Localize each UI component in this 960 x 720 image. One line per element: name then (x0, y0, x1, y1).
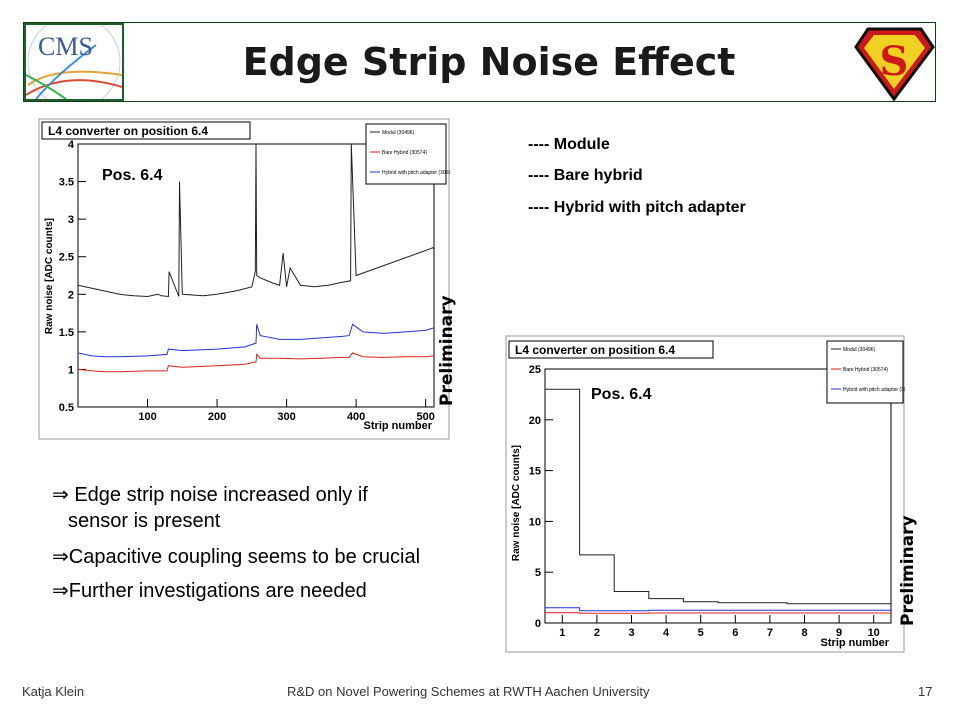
x-tick-label: 10 (868, 627, 880, 639)
x-tick-label: 500 (416, 411, 434, 423)
implies-arrow-icon: ⇒ (52, 544, 69, 568)
implies-arrow-icon: ⇒ (52, 578, 69, 602)
legend-entry-1: Bare Hybrid (30574) (843, 367, 888, 373)
y-tick-label: 4 (68, 139, 75, 151)
legend-entry-0: Modul (30496) (843, 347, 876, 353)
title-box: Edge Strip Noise Effect (124, 23, 854, 101)
preliminary-label-1: Preliminary (437, 295, 457, 406)
series-line-1 (77, 323, 434, 358)
cms-logo: CMS (26, 25, 122, 99)
x-tick-label: 7 (767, 627, 773, 639)
legend-entry-1: Bare Hybrid (30574) (382, 150, 427, 156)
chart-title: L4 converter on position 6.4 (48, 124, 208, 138)
x-axis-label: Strip number (821, 637, 890, 649)
y-tick-label: 20 (529, 415, 541, 427)
cms-logo-text: CMS (38, 32, 93, 61)
y-axis-label: Raw noise [ADC counts] (44, 218, 55, 334)
legend-pitch-adapter: ---- Hybrid with pitch adapter (528, 199, 746, 216)
series-line-0 (77, 143, 435, 298)
y-tick-label: 2.5 (59, 252, 74, 264)
x-tick-label: 200 (208, 411, 226, 423)
preliminary-label-2: Preliminary (898, 515, 918, 626)
superman-letter: S (880, 38, 909, 85)
chart-legend-box (826, 340, 904, 404)
plot-frame (544, 368, 892, 624)
x-tick-label: 100 (138, 411, 156, 423)
footer-page-number: 17 (918, 684, 933, 699)
y-tick-label: 15 (529, 466, 541, 478)
bullet-1-line-1: Edge strip noise increased only if (74, 484, 368, 506)
y-tick-label: 0.5 (59, 402, 74, 414)
y-tick-label: 2 (68, 289, 74, 301)
legend-entry-2: Hybrid with pitch adapter (30581) (843, 387, 905, 393)
bullet-2-text: Capacitive coupling seems to be crucial (68, 546, 421, 568)
y-tick-label: 1.5 (59, 327, 74, 339)
chart-title: L4 converter on position 6.4 (515, 343, 675, 357)
x-tick-label: 9 (836, 627, 842, 639)
cms-logo-graphic: CMS (26, 25, 122, 99)
implies-arrow-icon: ⇒ (52, 482, 69, 506)
legend-bare-hybrid: ---- Bare hybrid (528, 167, 643, 184)
header-bar: CMS Edge Strip Noise Effect S (23, 22, 936, 102)
x-tick-label: 1 (559, 627, 565, 639)
slide-title: Edge Strip Noise Effect (242, 40, 736, 84)
bullet-1-line-2: sensor is present (68, 510, 221, 532)
y-tick-label: 3.5 (59, 177, 74, 189)
bullet-3: ⇒Further investigations are needed (52, 578, 367, 603)
superman-logo: S (854, 23, 935, 102)
x-tick-label: 4 (663, 627, 670, 639)
y-tick-label: 1 (68, 364, 74, 376)
y-tick-label: 5 (535, 567, 541, 579)
x-tick-label: 400 (347, 411, 365, 423)
pos-annotation: Pos. 6.4 (102, 167, 163, 184)
x-tick-label: 6 (732, 627, 738, 639)
legend-entry-2: Hybrid with pitch adapter (30581) (382, 170, 450, 176)
footer-author: Katja Klein (22, 684, 85, 699)
chart-strip-noise-edge: 0 5 10 15 20 25 1 2 3 4 5 6 7 8 9 10 Strip number Raw noi… (505, 335, 917, 653)
y-tick-label: 3 (68, 214, 74, 226)
x-tick-label: 8 (801, 627, 807, 639)
y-axis-label: Raw noise [ADC counts] (511, 445, 522, 561)
x-tick-label: 2 (594, 627, 600, 639)
pos-annotation: Pos. 6.4 (591, 386, 652, 403)
x-tick-label: 3 (628, 627, 634, 639)
series-line-2 (545, 612, 891, 614)
legend-entry-0: Modul (30496) (382, 130, 415, 136)
y-tick-label: 0 (535, 618, 541, 630)
x-tick-label: 300 (277, 411, 295, 423)
bullet-1-continued: sensor is present (68, 510, 220, 533)
chart-strip-noise-full: 0.5 1 1.5 2 2.5 3 3.5 4 100 200 300 400 500 Strip num… (38, 118, 456, 440)
chart-title-box (508, 340, 714, 359)
chart-title-box (41, 121, 251, 140)
footer-center: R&D on Novel Powering Schemes at RWTH Aa… (287, 684, 650, 699)
x-axis-label: Strip number (364, 420, 433, 432)
series-line-1 (545, 607, 891, 612)
series-line-2 (77, 352, 434, 373)
series-line-0 (545, 388, 891, 605)
bullet-1: ⇒ Edge strip noise increased only if (52, 482, 368, 507)
chart-legend-box (365, 123, 447, 185)
x-tick-label: 5 (698, 627, 704, 639)
bullet-3-text: Further investigations are needed (68, 580, 367, 602)
superman-shield-icon: S (854, 27, 935, 102)
bullet-2: ⇒Capacitive coupling seems to be crucial (52, 544, 420, 569)
y-tick-label: 10 (529, 516, 541, 528)
legend-module: ---- Module (528, 136, 610, 153)
y-tick-label: 25 (529, 364, 541, 376)
